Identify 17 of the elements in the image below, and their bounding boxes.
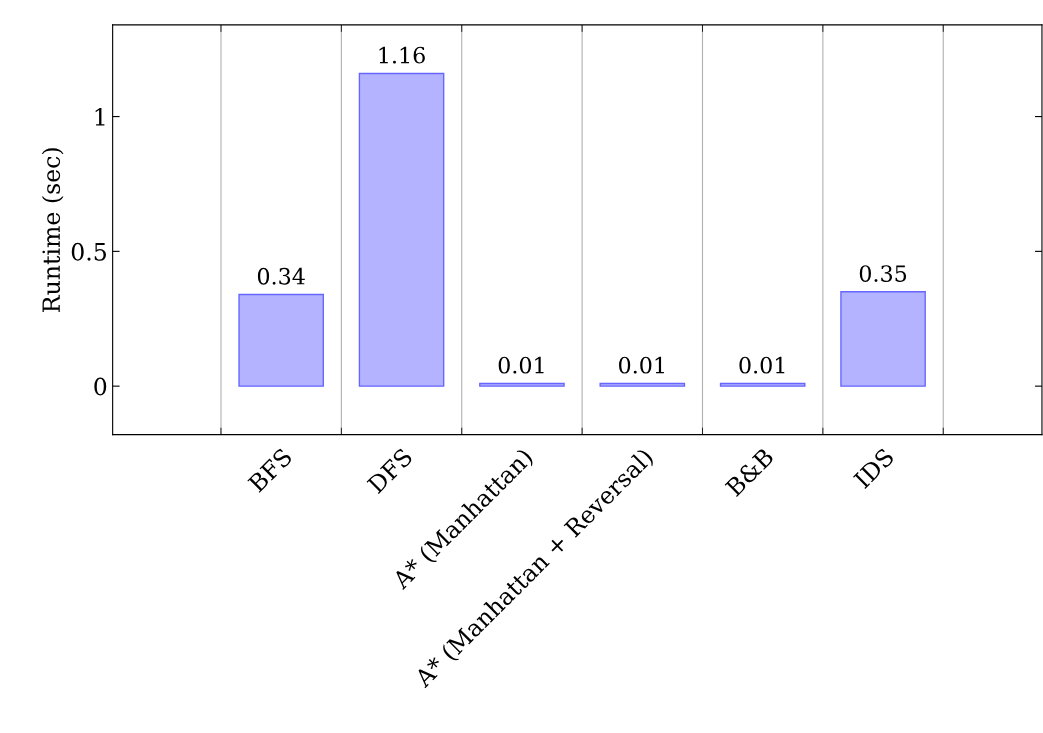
y-axis-title: Runtime (sec)	[41, 148, 64, 312]
data-label: 0.35	[859, 265, 907, 282]
y-tick-label: 0.5	[71, 242, 106, 261]
bar	[358, 72, 445, 387]
data-label: 0.34	[257, 267, 305, 285]
bar	[719, 382, 806, 387]
y-tick-label: 1	[95, 108, 105, 126]
y-tick-label: 0	[94, 377, 107, 396]
bar	[599, 382, 686, 387]
data-label: 1.16	[379, 46, 425, 64]
x-tick-label: IDS	[852, 447, 895, 490]
bar	[238, 293, 324, 387]
data-label: 0.01	[498, 356, 544, 374]
data-label: 0.01	[739, 356, 785, 374]
bar	[479, 382, 565, 387]
data-label: 0.01	[619, 356, 664, 374]
bar	[840, 291, 926, 387]
